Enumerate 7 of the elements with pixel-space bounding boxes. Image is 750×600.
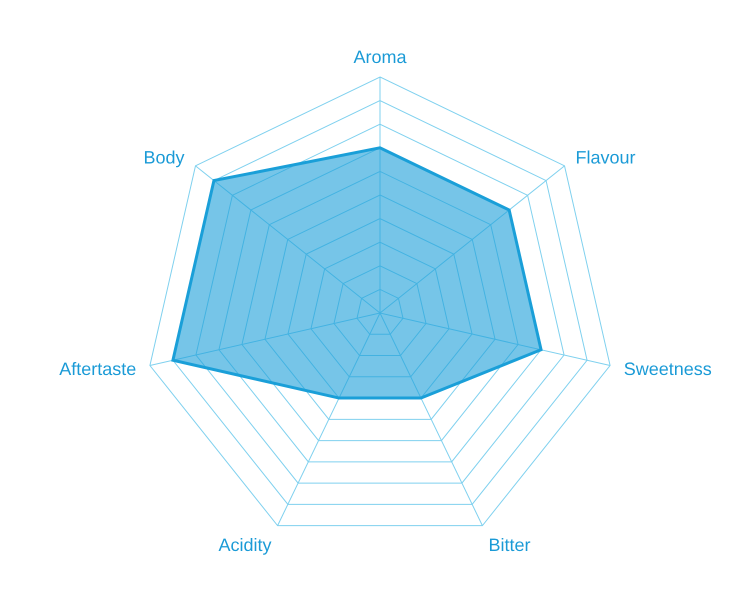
spoke-label: Body (144, 148, 185, 168)
spoke-label: Acidity (218, 535, 272, 556)
spoke-label: Aftertaste (59, 359, 136, 380)
spoke-label: Bitter (488, 535, 530, 556)
spoke-label: Sweetness (624, 359, 712, 380)
spoke-label: Aroma (353, 47, 408, 67)
spoke-label: Flavour (575, 148, 636, 168)
